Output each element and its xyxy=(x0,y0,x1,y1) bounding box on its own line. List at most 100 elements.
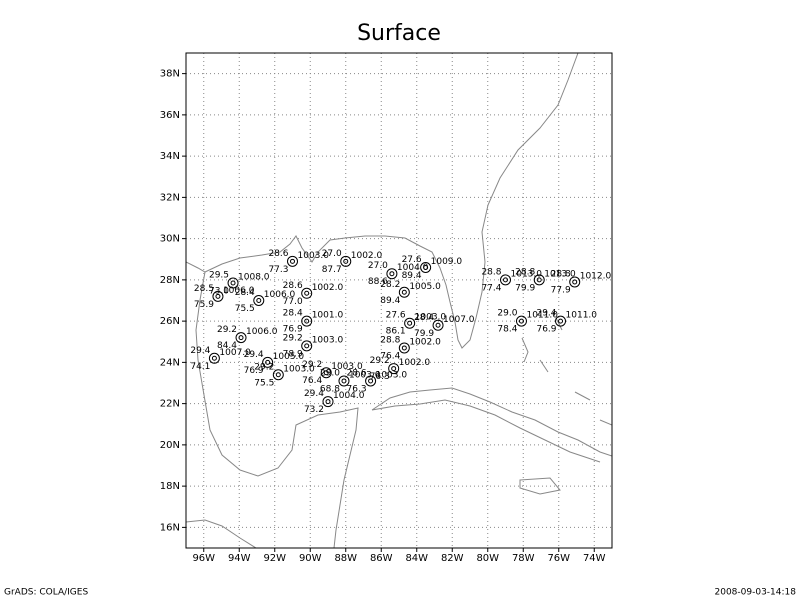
station-pressure: 1006.0 xyxy=(223,286,255,296)
station-humidity: 76.9 xyxy=(244,366,264,376)
station-pressure: 1004.0 xyxy=(333,391,365,401)
station-temperature: 29.4 xyxy=(536,309,556,319)
station-pressure: 1004.0 xyxy=(397,263,429,273)
station-marker-inner xyxy=(265,359,271,365)
station-pressure: 1008.0 xyxy=(238,272,270,282)
station-marker xyxy=(555,315,567,327)
station-marker-inner xyxy=(215,293,221,299)
station-temperature: 29.2 xyxy=(217,325,237,335)
station-temperature: 29.5 xyxy=(209,270,229,280)
station-marker-inner xyxy=(341,378,347,384)
station-humidity: 75.5 xyxy=(254,378,274,388)
station-marker-inner xyxy=(407,320,413,326)
station-marker xyxy=(432,319,444,331)
gulf-coast xyxy=(186,53,579,349)
station-humidity: 76.9 xyxy=(536,325,556,335)
x-tick-label: 76W xyxy=(547,553,570,564)
station-marker xyxy=(287,255,298,267)
x-tick-label: 94W xyxy=(228,553,251,564)
station-marker xyxy=(227,277,239,289)
map-title: Surface xyxy=(357,21,441,46)
y-tick-label: 16N xyxy=(160,522,180,533)
y-tick-label: 36N xyxy=(160,110,180,121)
station-marker-inner xyxy=(256,298,262,303)
station-marker xyxy=(208,352,220,364)
station-temperature: 29.4 xyxy=(304,389,324,399)
station-humidity: 84.4 xyxy=(217,341,237,351)
y-tick-label: 26N xyxy=(160,316,180,327)
station-pressure: 1002.0 xyxy=(312,283,344,293)
x-tick-label: 82W xyxy=(441,553,464,564)
station-marker-inner xyxy=(423,265,429,270)
station-pressure: 1013.0 xyxy=(544,269,576,279)
station-marker-inner xyxy=(304,290,310,296)
station-marker-inner xyxy=(368,378,374,384)
station-temperature: 28.2 xyxy=(380,280,400,290)
station-pressure: 1006.0 xyxy=(264,290,296,300)
station-humidity: 76.3 xyxy=(347,384,367,394)
station-humidity: 79.9 xyxy=(414,329,434,339)
station-marker-inner xyxy=(401,345,407,351)
station-temperature: 27.6 xyxy=(386,311,406,321)
station-marker xyxy=(253,295,265,306)
station-pressure: 1005.0 xyxy=(273,352,305,362)
station-marker xyxy=(301,287,313,299)
station-humidity: 73.2 xyxy=(304,405,324,415)
station-temperature: 29.0 xyxy=(497,309,517,319)
station-marker-inner xyxy=(391,366,397,372)
x-tick-label: 96W xyxy=(192,553,215,564)
cuba xyxy=(371,387,612,463)
station-humidity: 78.9 xyxy=(283,349,303,359)
station-humidity: 76.4 xyxy=(380,351,400,361)
x-tick-label: 88W xyxy=(334,553,357,564)
station-marker-inner xyxy=(275,372,281,378)
station-humidity: 74.1 xyxy=(190,362,210,372)
station-pressure: 1003.0 xyxy=(331,362,363,372)
station-humidity: 88.6 xyxy=(368,277,388,287)
station-marker-inner xyxy=(323,370,329,376)
station-marker xyxy=(320,367,332,379)
mexico-coast xyxy=(195,271,359,548)
station-marker xyxy=(398,286,410,298)
y-tick-label: 24N xyxy=(160,357,180,368)
station-temperature: 29.2 xyxy=(283,333,303,343)
station-marker xyxy=(388,363,400,375)
plot-frame xyxy=(185,52,613,549)
y-tick-label: 30N xyxy=(160,234,180,245)
coastlines xyxy=(186,53,612,548)
station-pressure: 1003.0 xyxy=(298,251,330,261)
station-temperature: 29.2 xyxy=(302,360,322,370)
station-humidity: 76.9 xyxy=(283,325,303,335)
x-tick-label: 90W xyxy=(299,553,322,564)
station-humidity: 77.4 xyxy=(481,283,501,293)
station-temperature: 28.8 xyxy=(515,267,535,277)
station-pressure: 1003.0 xyxy=(376,370,408,380)
station-temperature: 28.8 xyxy=(481,267,501,277)
station-pressure: 1003.0 xyxy=(415,313,447,323)
station-temperature: 27.0 xyxy=(322,249,342,259)
station-humidity: 77.3 xyxy=(268,265,288,275)
station-pressure: 1009.0 xyxy=(431,257,463,267)
station-pressure: 1012.0 xyxy=(580,271,612,281)
station-marker-inner xyxy=(572,279,578,285)
station-pressure: 1002.0 xyxy=(399,358,431,368)
station-temperature: 28.4 xyxy=(235,288,255,298)
station-marker xyxy=(272,369,284,381)
station-marker-inner xyxy=(389,271,395,277)
station-temperature: 29.2 xyxy=(254,362,274,372)
station-marker-inner xyxy=(401,289,407,295)
station-marker-inner xyxy=(343,258,349,264)
x-tick-label: 80W xyxy=(476,553,499,564)
station-pressure: 1003.0 xyxy=(349,370,381,380)
station-marker xyxy=(301,340,313,352)
station-marker xyxy=(365,375,377,387)
station-marker-inner xyxy=(211,355,217,361)
station-marker xyxy=(338,375,350,387)
station-humidity: 75.5 xyxy=(235,304,255,314)
station-humidity: 77.9 xyxy=(551,285,571,295)
station-temperature: 28.6 xyxy=(347,368,367,378)
y-tick-label: 32N xyxy=(160,192,180,203)
station-temperature: 28.8 xyxy=(380,335,400,345)
x-tick-label: 92W xyxy=(263,553,286,564)
station-marker xyxy=(420,262,432,273)
